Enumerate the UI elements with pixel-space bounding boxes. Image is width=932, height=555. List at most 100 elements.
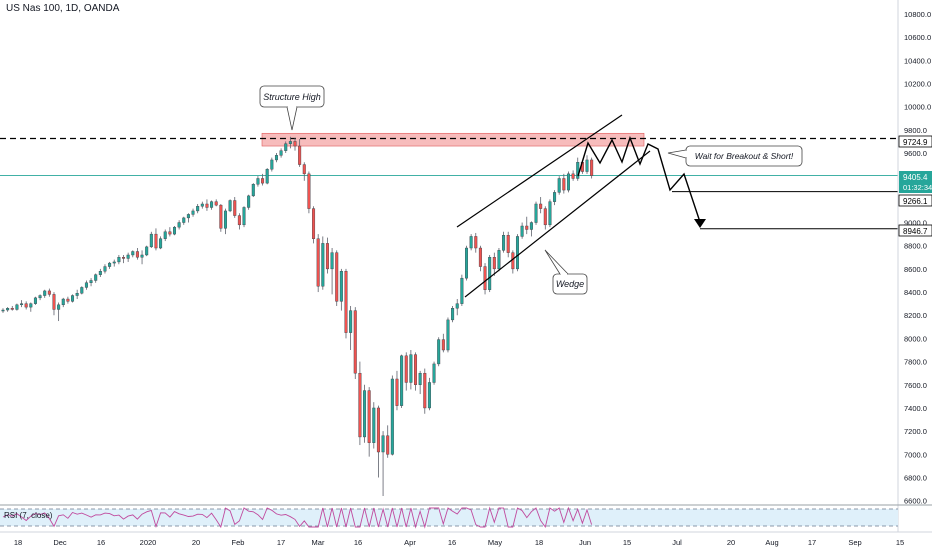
candle-body — [288, 141, 292, 144]
candle — [205, 199, 209, 211]
price-tick-label: 7000.0 — [904, 450, 927, 459]
candle — [312, 206, 316, 244]
candle-body — [307, 173, 311, 209]
candle — [404, 352, 408, 391]
candle-body — [474, 236, 478, 249]
candle-body — [432, 363, 436, 383]
candle-body — [372, 407, 376, 443]
breakout-callout: Wait for Breakout & Short! — [667, 145, 803, 167]
candle-body — [488, 257, 492, 290]
candle — [214, 199, 218, 207]
time-tick-label: 16 — [97, 538, 105, 547]
candle — [265, 168, 269, 185]
candle — [585, 155, 589, 174]
candle — [94, 273, 98, 283]
candle — [15, 303, 19, 311]
candle — [576, 157, 580, 181]
candle — [112, 259, 116, 267]
candle — [122, 254, 126, 264]
candle — [182, 216, 186, 225]
candle — [131, 250, 135, 258]
candle — [210, 200, 214, 210]
candle-body — [98, 271, 102, 275]
candle — [126, 252, 130, 262]
time-tick-label: 20 — [727, 538, 735, 547]
candle — [149, 231, 153, 249]
candle-body — [172, 226, 176, 235]
candle — [302, 162, 306, 181]
resistance-price-tag: 9724.9 — [898, 135, 932, 148]
candle-body — [400, 355, 404, 406]
candle — [228, 199, 232, 213]
candle-body — [270, 159, 274, 170]
candle-body — [339, 271, 343, 302]
candle — [539, 197, 543, 214]
candle — [196, 203, 200, 214]
candle — [256, 176, 260, 187]
candle-body — [446, 319, 450, 351]
candle-body — [548, 201, 552, 226]
candle — [590, 157, 594, 179]
candle-body — [566, 173, 570, 191]
projection-path — [577, 135, 701, 223]
time-axis[interactable]: 18 Dec 16 2020 20 Feb 17 Mar 16 Apr 16 May 18 Jun 15 Ju… — [14, 538, 904, 547]
candle — [103, 264, 107, 274]
time-tick-label: 15 — [623, 538, 631, 547]
time-tick-label: Dec — [53, 538, 67, 547]
candle — [10, 305, 14, 311]
symbol-title: US Nas 100, 1D, OANDA — [6, 3, 120, 14]
candle-body — [529, 222, 533, 230]
price-tick-label: 7400.0 — [904, 404, 927, 413]
price-tick-label: 8800.0 — [904, 242, 927, 251]
candle-body — [418, 372, 422, 385]
target2-price-tag: 8946.7 — [898, 224, 932, 237]
candle-body — [390, 378, 394, 455]
candle — [483, 263, 487, 295]
price-tick-label: 7200.0 — [904, 427, 927, 436]
price-tick-label: 6800.0 — [904, 474, 927, 483]
candle-body — [66, 298, 70, 302]
candle — [390, 375, 394, 456]
candle — [29, 302, 33, 312]
price-axis[interactable]: 10800.0 10600.0 10400.0 10200.0 10000.0 9800.… — [904, 10, 931, 506]
price-tick-label: 8200.0 — [904, 311, 927, 320]
candle — [534, 201, 538, 225]
time-tick-label: 17 — [808, 538, 816, 547]
candle-body — [135, 251, 139, 258]
time-tick-label: Jul — [672, 538, 682, 547]
candle — [6, 307, 10, 312]
supply-zone — [261, 132, 645, 147]
price-tick-label: 9000.0 — [904, 219, 927, 228]
candle-body — [492, 257, 496, 270]
candle-body — [29, 303, 33, 308]
candle — [437, 337, 441, 367]
candle — [418, 370, 422, 395]
candle-body — [223, 210, 227, 229]
candle-body — [154, 233, 158, 249]
time-tick-label: Feb — [232, 538, 245, 547]
candle-body — [321, 243, 325, 287]
candle — [43, 289, 47, 298]
candle — [497, 248, 501, 272]
resistance-price-text: 9724.9 — [903, 138, 928, 147]
candle — [548, 199, 552, 228]
candle — [66, 296, 70, 304]
candle-body — [414, 354, 418, 385]
candle-body — [117, 257, 121, 263]
breakout-label: Wait for Breakout & Short! — [695, 151, 794, 161]
candle — [525, 216, 529, 235]
price-tick-label: 8000.0 — [904, 334, 927, 343]
candle — [279, 148, 283, 158]
candle-body — [543, 208, 547, 226]
candle-body — [149, 233, 153, 248]
candle — [33, 296, 37, 305]
candle-body — [251, 184, 255, 197]
candle-body — [89, 280, 93, 283]
candle-body — [437, 339, 441, 365]
candle — [80, 286, 84, 295]
price-tick-label: 10200.0 — [904, 79, 931, 88]
price-tick-label: 9800.0 — [904, 126, 927, 135]
candle-body — [381, 435, 385, 453]
